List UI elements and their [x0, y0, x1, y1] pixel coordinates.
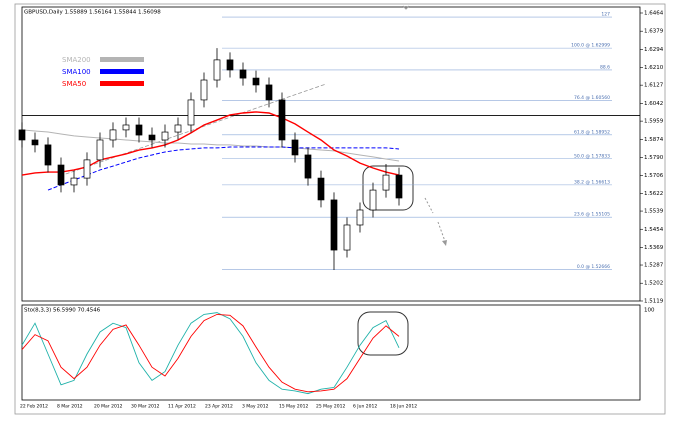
marker — [402, 5, 410, 10]
highlight-circle — [362, 165, 414, 211]
stoch-line — [21, 312, 400, 395]
legend-label: SMA50 — [62, 80, 86, 88]
sma-line — [47, 146, 400, 191]
candle-body — [343, 224, 351, 251]
y-tick-label: 1.5454 — [644, 227, 664, 233]
x-tick-label: 23 Apr 2012 — [205, 404, 233, 410]
sub-panel — [21, 304, 641, 401]
candle-body — [356, 209, 364, 226]
x-tick-label: 22 Feb 2012 — [20, 404, 48, 410]
x-tick-label: 18 Jun 2012 — [390, 404, 417, 410]
legend-label: SMA100 — [62, 68, 91, 76]
candle-body — [135, 124, 143, 136]
legend-swatch — [100, 81, 144, 86]
y-tick-label: 1.6127 — [644, 83, 664, 89]
candle-body — [304, 154, 312, 179]
y-tick-label: 1.5706 — [644, 173, 664, 179]
candle-body — [57, 164, 65, 186]
candle-body — [252, 77, 260, 86]
candle-body — [239, 69, 247, 79]
y-tick-label: 1.5790 — [644, 155, 664, 161]
x-tick-label: 15 May 2012 — [279, 404, 308, 410]
candle-body — [31, 139, 39, 146]
candle-body — [382, 174, 390, 191]
projection-arrow — [424, 197, 447, 245]
candle-body — [291, 139, 299, 156]
legend-swatch — [100, 69, 144, 74]
y-tick-label: 1.5287 — [644, 263, 664, 269]
highlight-circle — [357, 311, 409, 356]
candle-body — [161, 131, 169, 141]
candle-body — [200, 79, 208, 101]
candle-body — [213, 59, 221, 81]
chart-title: GBPUSD,Daily 1.55889 1.56164 1.55844 1.5… — [24, 10, 161, 16]
y-tick-label: 1.5959 — [644, 119, 664, 125]
fib-label: 100.0 @ 1.62999 — [571, 43, 610, 49]
y-tick-label: 1.5622 — [644, 191, 663, 197]
candle-body — [96, 139, 104, 161]
fib-label: 50.0 @ 1.57833 — [574, 153, 610, 159]
x-tick-label: 25 May 2012 — [316, 404, 345, 410]
fib-label: 127 — [601, 12, 610, 18]
y-tick-label: 1.6210 — [644, 65, 664, 71]
y-tick-label: 100 — [644, 308, 655, 314]
candle-body — [187, 99, 195, 126]
candle-body — [18, 129, 26, 141]
y-tick-label: 1.6042 — [644, 101, 663, 107]
fib-label: 0.0 @ 1.52666 — [577, 264, 610, 270]
y-tick-label: 1.5874 — [644, 137, 664, 143]
stoch-title: Sto(8,3,3) 56.5990 70.4546 — [24, 308, 101, 314]
x-tick-label: 6 Jun 2012 — [353, 404, 377, 410]
candle-body — [83, 159, 91, 179]
x-tick-label: 30 Mar 2012 — [131, 404, 160, 410]
fib-label: 38.2 @ 1.56613 — [574, 179, 610, 185]
fib-label: 23.6 @ 1.55105 — [574, 212, 610, 218]
candle-body — [395, 174, 403, 199]
fib-label: 88.6 — [600, 64, 610, 70]
y-tick-label: 1.6379 — [644, 29, 664, 35]
fib-label: 76.4 @ 1.60560 — [574, 95, 610, 101]
y-tick-label: 1.5369 — [644, 245, 664, 251]
main-panel — [21, 6, 641, 302]
candle-body — [369, 189, 377, 211]
y-tick-label: 1.5119 — [644, 299, 664, 305]
x-tick-label: 8 Mar 2012 — [57, 404, 83, 410]
y-tick-label: 1.6464 — [644, 10, 664, 16]
candle-body — [174, 124, 182, 133]
y-tick-label: 1.5539 — [644, 209, 664, 215]
x-tick-label: 20 Mar 2012 — [94, 404, 123, 410]
candle-body — [109, 129, 117, 141]
candle-body — [148, 134, 156, 141]
arrow-head — [442, 240, 447, 246]
candle-body — [70, 177, 78, 186]
candle-body — [278, 99, 286, 141]
candle-body — [44, 144, 52, 166]
x-tick-label: 3 May 2012 — [242, 404, 269, 410]
candle-body — [226, 59, 234, 71]
legend-swatch — [100, 57, 144, 62]
candle-body — [122, 124, 130, 131]
candle-body — [330, 199, 338, 251]
candle-body — [317, 177, 325, 201]
candle-body — [265, 84, 273, 101]
y-tick-label: 1.5202 — [644, 281, 663, 287]
legend-label: SMA200 — [62, 56, 91, 64]
x-tick-label: 11 Apr 2012 — [168, 404, 196, 410]
fib-label: 61.8 @ 1.58952 — [574, 129, 610, 135]
stoch-line — [21, 313, 400, 393]
y-tick-label: 1.6294 — [644, 47, 664, 53]
